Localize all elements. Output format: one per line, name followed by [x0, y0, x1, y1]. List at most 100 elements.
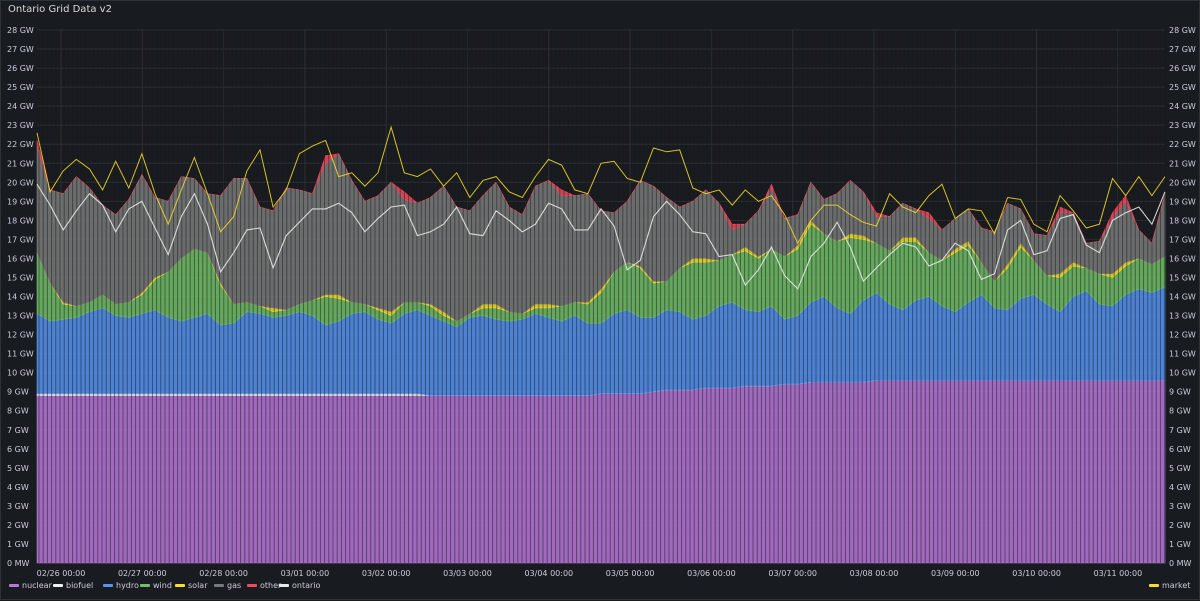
y-tick-label-right: 2 GW [1169, 521, 1191, 530]
legend-swatch [175, 584, 185, 587]
legend-swatch [103, 584, 113, 587]
y-tick-label-left: 22 GW [7, 140, 34, 149]
x-tick-label: 03/11 00:00 [1094, 569, 1143, 578]
y-tick-label-right: 11 GW [1169, 350, 1196, 359]
y-tick-label-left: 15 GW [7, 273, 34, 282]
y-tick-label-right: 13 GW [1169, 312, 1196, 321]
y-tick-label-left: 4 GW [7, 483, 29, 492]
y-tick-label-left: 6 GW [7, 445, 29, 454]
y-tick-label-left: 5 GW [7, 464, 29, 473]
legend-item-market[interactable]: market [1149, 581, 1190, 590]
x-tick-label: 03/09 00:00 [931, 569, 980, 578]
y-tick-label-left: 27 GW [7, 45, 34, 54]
legend-label: biofuel [66, 581, 94, 590]
legend-item-gas[interactable]: gas [214, 581, 241, 590]
y-tick-label-right: 26 GW [1169, 64, 1196, 73]
y-tick-label-left: 26 GW [7, 64, 34, 73]
y-tick-label-left: 3 GW [7, 502, 29, 511]
y-tick-label-right: 5 GW [1169, 464, 1191, 473]
y-tick-label-left: 20 GW [7, 178, 34, 187]
y-tick-label-left: 1 GW [7, 540, 29, 549]
x-tick-label: 03/02 00:00 [362, 569, 411, 578]
y-tick-label-left: 12 GW [7, 331, 34, 340]
panel-title: Ontario Grid Data v2 [8, 4, 112, 15]
y-tick-label-right: 4 GW [1169, 483, 1191, 492]
legend-label: nuclear [22, 581, 52, 590]
x-tick-label: 03/01 00:00 [281, 569, 330, 578]
y-tick-label-right: 3 GW [1169, 502, 1191, 511]
y-tick-label-right: 1 GW [1169, 540, 1191, 549]
stack-areas [36, 140, 1166, 564]
legend-swatch [1149, 584, 1159, 587]
legend-item-solar[interactable]: solar [175, 581, 207, 590]
y-tick-label-right: 24 GW [1169, 102, 1196, 111]
area-nuclear [36, 379, 1166, 564]
y-tick-label-right: 12 GW [1169, 331, 1196, 340]
y-tick-label-right: 6 GW [1169, 445, 1191, 454]
y-tick-label-left: 10 GW [7, 369, 34, 378]
y-tick-label-right: 25 GW [1169, 83, 1196, 92]
bar-texture [38, 30, 1166, 563]
legend-swatch [140, 584, 150, 587]
y-tick-label-right: 27 GW [1169, 45, 1196, 54]
y-tick-label-left: 11 GW [7, 350, 34, 359]
legend-swatch [9, 584, 19, 587]
y-tick-label-right: 8 GW [1169, 407, 1191, 416]
legend-swatch [279, 584, 289, 587]
y-tick-label-left: 21 GW [7, 159, 34, 168]
x-tick-label: 02/27 00:00 [118, 569, 167, 578]
y-tick-label-left: 17 GW [7, 235, 34, 244]
x-tick-label: 03/05 00:00 [606, 569, 655, 578]
y-tick-label-right: 21 GW [1169, 159, 1196, 168]
legend-label: wind [153, 581, 172, 590]
legend-item-wind[interactable]: wind [140, 581, 172, 590]
x-tick-label: 02/26 00:00 [37, 569, 86, 578]
y-tick-label-right: 20 GW [1169, 178, 1196, 187]
x-tick-label: 03/06 00:00 [687, 569, 736, 578]
y-tick-label-left: 25 GW [7, 83, 34, 92]
x-tick-label: 03/07 00:00 [768, 569, 817, 578]
y-tick-label-left: 18 GW [7, 216, 34, 225]
y-tick-label-left: 0 MW [7, 559, 30, 568]
legend-swatch [53, 584, 63, 587]
y-tick-label-right: 23 GW [1169, 121, 1196, 130]
y-tick-label-right: 9 GW [1169, 388, 1191, 397]
legend-label: gas [227, 581, 242, 590]
line-ontario [36, 183, 1166, 290]
y-tick-label-right: 28 GW [1169, 26, 1196, 35]
area-other [36, 140, 1166, 244]
x-tick-label: 03/10 00:00 [1012, 569, 1061, 578]
y-tick-label-right: 10 GW [1169, 369, 1196, 378]
legend-swatch [214, 584, 224, 587]
y-tick-label-left: 2 GW [7, 521, 29, 530]
legend-item-hydro[interactable]: hydro [103, 581, 139, 590]
y-tick-label-right: 22 GW [1169, 140, 1196, 149]
y-tick-label-left: 9 GW [7, 388, 29, 397]
y-tick-label-right: 19 GW [1169, 197, 1196, 206]
legend-label: other [260, 581, 282, 590]
y-tick-label-left: 16 GW [7, 254, 34, 263]
y-tick-label-left: 24 GW [7, 102, 34, 111]
legend-item-other[interactable]: other [247, 581, 281, 590]
legend: nuclear biofuel hydro wind solar gas other onta… [9, 581, 1193, 595]
legend-item-nuclear[interactable]: nuclear [9, 581, 52, 590]
legend-item-ontario[interactable]: ontario [279, 581, 320, 590]
x-tick-label: 03/03 00:00 [443, 569, 492, 578]
y-tick-label-right: 18 GW [1169, 216, 1196, 225]
legend-label: ontario [292, 581, 321, 590]
x-tick-label: 03/04 00:00 [524, 569, 573, 578]
x-tick-label: 02/28 00:00 [199, 569, 248, 578]
legend-label: market [1162, 581, 1191, 590]
legend-item-biofuel[interactable]: biofuel [53, 581, 93, 590]
y-tick-label-left: 13 GW [7, 312, 34, 321]
y-tick-label-left: 8 GW [7, 407, 29, 416]
y-tick-label-left: 28 GW [7, 26, 34, 35]
y-tick-label-right: 0 MW [1169, 559, 1192, 568]
y-tick-label-left: 7 GW [7, 426, 29, 435]
y-tick-label-right: 16 GW [1169, 254, 1196, 263]
y-tick-label-right: 7 GW [1169, 426, 1191, 435]
legend-swatch [247, 584, 257, 587]
y-tick-label-right: 17 GW [1169, 235, 1196, 244]
